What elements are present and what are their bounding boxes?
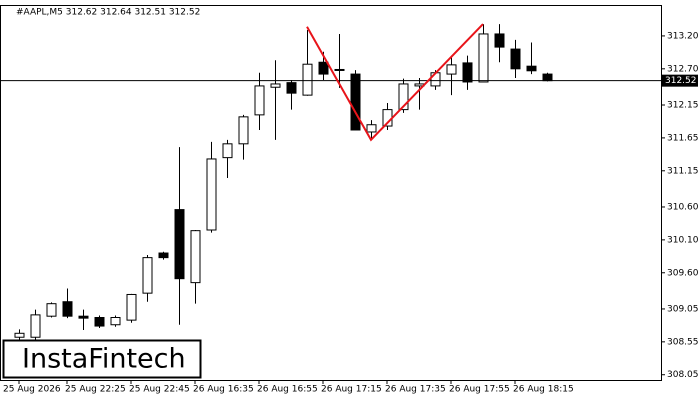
y-tick-label: 311.15 — [667, 166, 699, 176]
candle-body — [478, 33, 489, 83]
candle-body — [350, 73, 361, 131]
candle-body — [270, 83, 281, 88]
candle-body — [286, 82, 297, 94]
candle-body — [110, 317, 121, 326]
candle-body — [446, 64, 457, 75]
candle-body — [398, 83, 409, 111]
y-tick-label: 313.20 — [667, 31, 699, 41]
y-tick-label: 308.05 — [667, 370, 699, 380]
candle-body — [158, 252, 169, 259]
x-tick-label: 26 Aug 18:15 — [513, 385, 574, 395]
candle-body — [462, 62, 473, 83]
candle-body — [206, 158, 217, 231]
chart-title: #AAPL,M5 312.62 312.64 312.51 312.52 — [16, 8, 200, 18]
x-tick-label: 26 Aug 16:35 — [193, 385, 254, 395]
candle-body — [222, 143, 233, 159]
x-tick-label: 25 Aug 22:25 — [65, 385, 126, 395]
current-price-label: 312.52 — [665, 76, 697, 86]
candle-body — [30, 314, 41, 338]
x-tick-label: 25 Aug 22:45 — [129, 385, 190, 395]
candle-body — [126, 293, 137, 321]
candle-body — [494, 33, 505, 48]
y-tick-label: 310.60 — [667, 202, 699, 212]
candle-body — [366, 124, 377, 133]
candle-body — [430, 72, 441, 87]
candle-body — [62, 301, 73, 317]
x-tick-label: 26 Aug 16:55 — [257, 385, 318, 395]
candle-body — [14, 332, 25, 338]
candle-body — [238, 116, 249, 145]
candle-body — [94, 317, 105, 327]
x-tick-label: 26 Aug 17:55 — [449, 385, 510, 395]
y-tick-label: 308.55 — [667, 337, 699, 347]
candle-body — [318, 61, 329, 75]
candle-body — [334, 68, 345, 71]
x-tick-label: 25 Aug 2026 — [3, 385, 61, 395]
candle-body — [302, 63, 313, 96]
current-price-box — [662, 74, 698, 87]
logo: InstaFintech — [22, 344, 186, 375]
candle-body — [190, 230, 201, 284]
candle-body — [142, 257, 153, 294]
y-tick-label: 309.05 — [667, 304, 699, 314]
candle-body — [46, 303, 57, 317]
y-tick-label: 309.60 — [667, 268, 699, 278]
y-tick-label: 312.70 — [667, 64, 699, 74]
candle-body — [542, 73, 553, 82]
candle-body — [526, 65, 537, 72]
y-tick-label: 311.65 — [667, 133, 699, 143]
y-tick-label: 312.15 — [667, 101, 699, 111]
candle-body — [510, 48, 521, 70]
logo-box — [2, 339, 202, 379]
pattern-line — [306, 23, 484, 142]
candle-body — [78, 315, 89, 319]
x-tick-label: 26 Aug 17:35 — [385, 385, 446, 395]
candle-body — [174, 209, 185, 280]
y-tick-label: 310.10 — [667, 235, 699, 245]
x-tick-label: 26 Aug 17:15 — [321, 385, 382, 395]
candle-body — [254, 85, 265, 116]
